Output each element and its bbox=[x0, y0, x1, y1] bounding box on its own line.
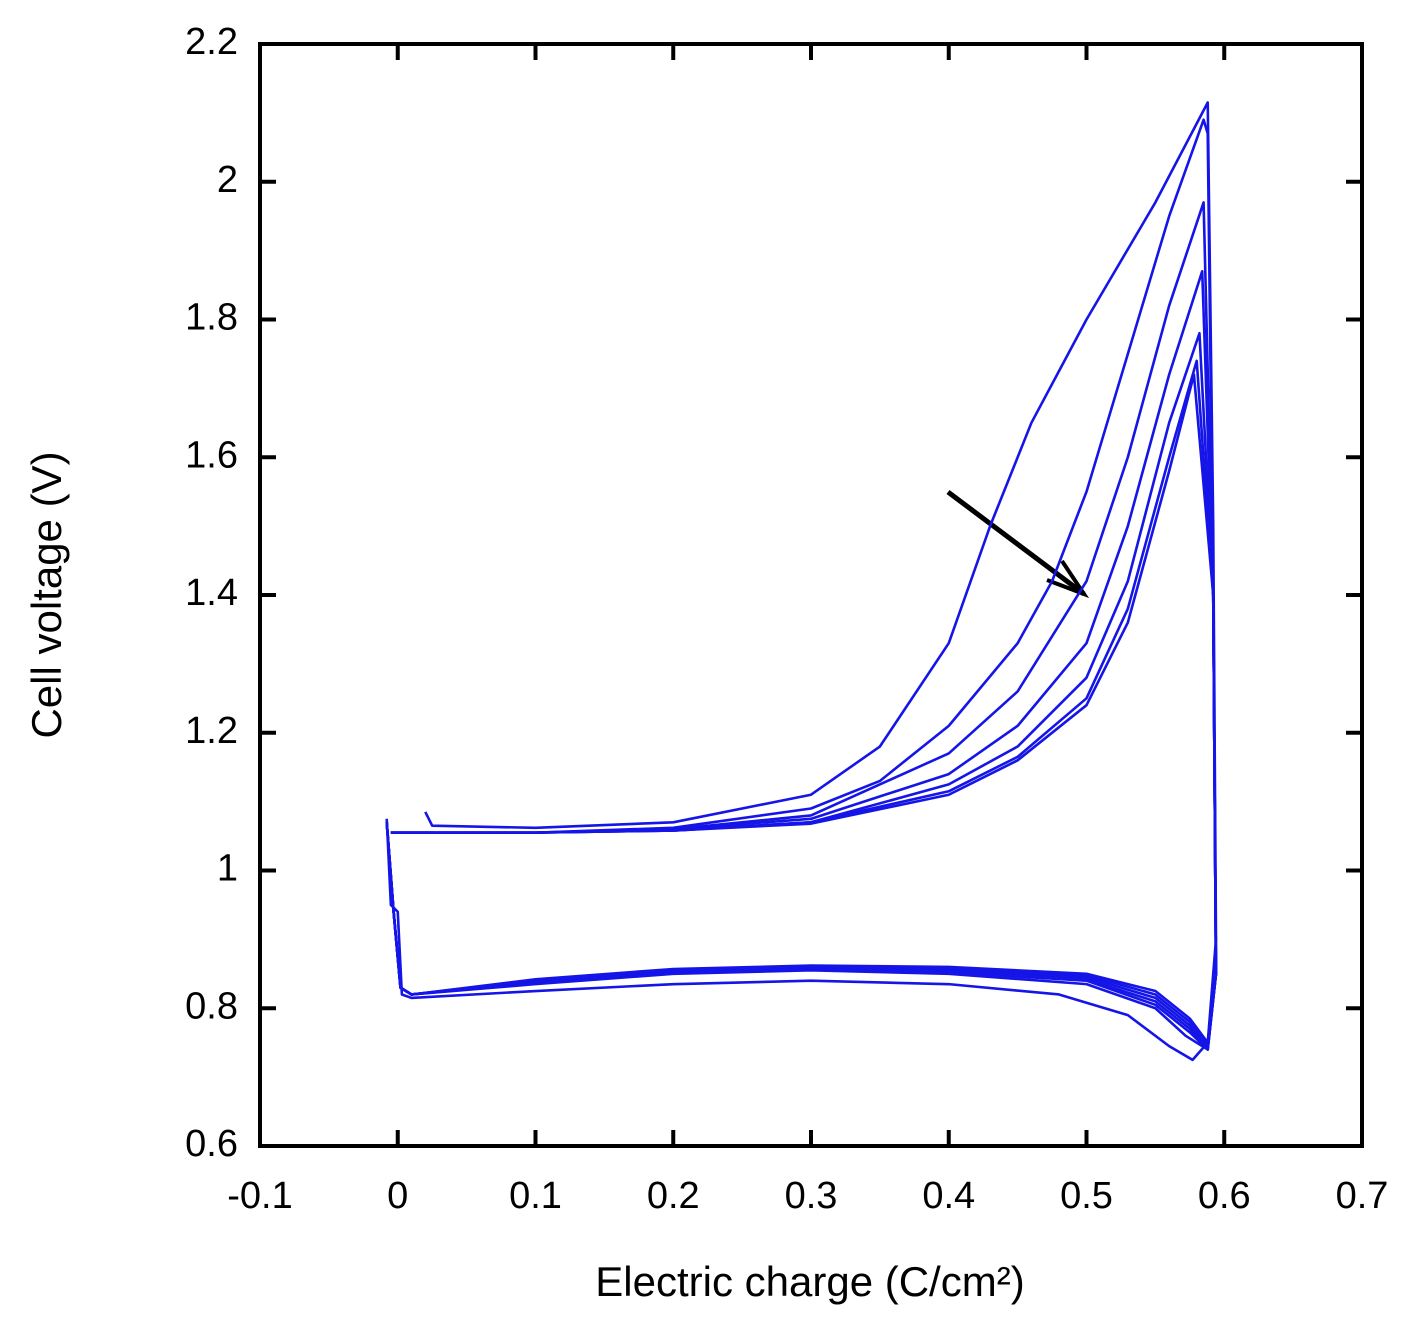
x-tick-label: 0.6 bbox=[1198, 1175, 1251, 1217]
x-tick-label: 0.2 bbox=[647, 1175, 700, 1217]
y-tick-label: 2 bbox=[217, 159, 238, 201]
y-tick-label: 1.6 bbox=[185, 434, 238, 476]
arrow-shaft bbox=[946, 490, 1086, 596]
x-tick-label: 0.1 bbox=[509, 1175, 562, 1217]
y-tick-label: 1 bbox=[217, 848, 238, 890]
y-tick-label: 1.4 bbox=[185, 572, 238, 614]
y-tick-label: 1.2 bbox=[185, 710, 238, 752]
y-tick-label: 0.6 bbox=[185, 1123, 238, 1165]
data-line bbox=[385, 373, 1218, 1044]
y-axis-label: Cell voltage (V) bbox=[23, 451, 70, 738]
y-tick-label: 1.8 bbox=[185, 297, 238, 339]
y-tick-label: 2.2 bbox=[185, 21, 238, 63]
y-tick-label: 0.8 bbox=[185, 985, 238, 1027]
x-tick-label: 0.7 bbox=[1336, 1175, 1389, 1217]
x-tick-label: 0 bbox=[387, 1175, 408, 1217]
x-tick-label: 0.3 bbox=[785, 1175, 838, 1217]
data-line bbox=[385, 101, 1218, 1062]
data-line bbox=[385, 269, 1218, 1051]
arrow-head bbox=[1046, 559, 1090, 599]
x-tick-label: -0.1 bbox=[227, 1175, 292, 1217]
x-tick-label: 0.4 bbox=[922, 1175, 975, 1217]
x-axis-label: Electric charge (C/cm²) bbox=[595, 1258, 1024, 1305]
data-line bbox=[385, 359, 1218, 1048]
data-line bbox=[385, 118, 1218, 1051]
x-tick-label: 0.5 bbox=[1060, 1175, 1113, 1217]
arrow bbox=[946, 490, 1090, 599]
plot-frame bbox=[258, 42, 1364, 1148]
